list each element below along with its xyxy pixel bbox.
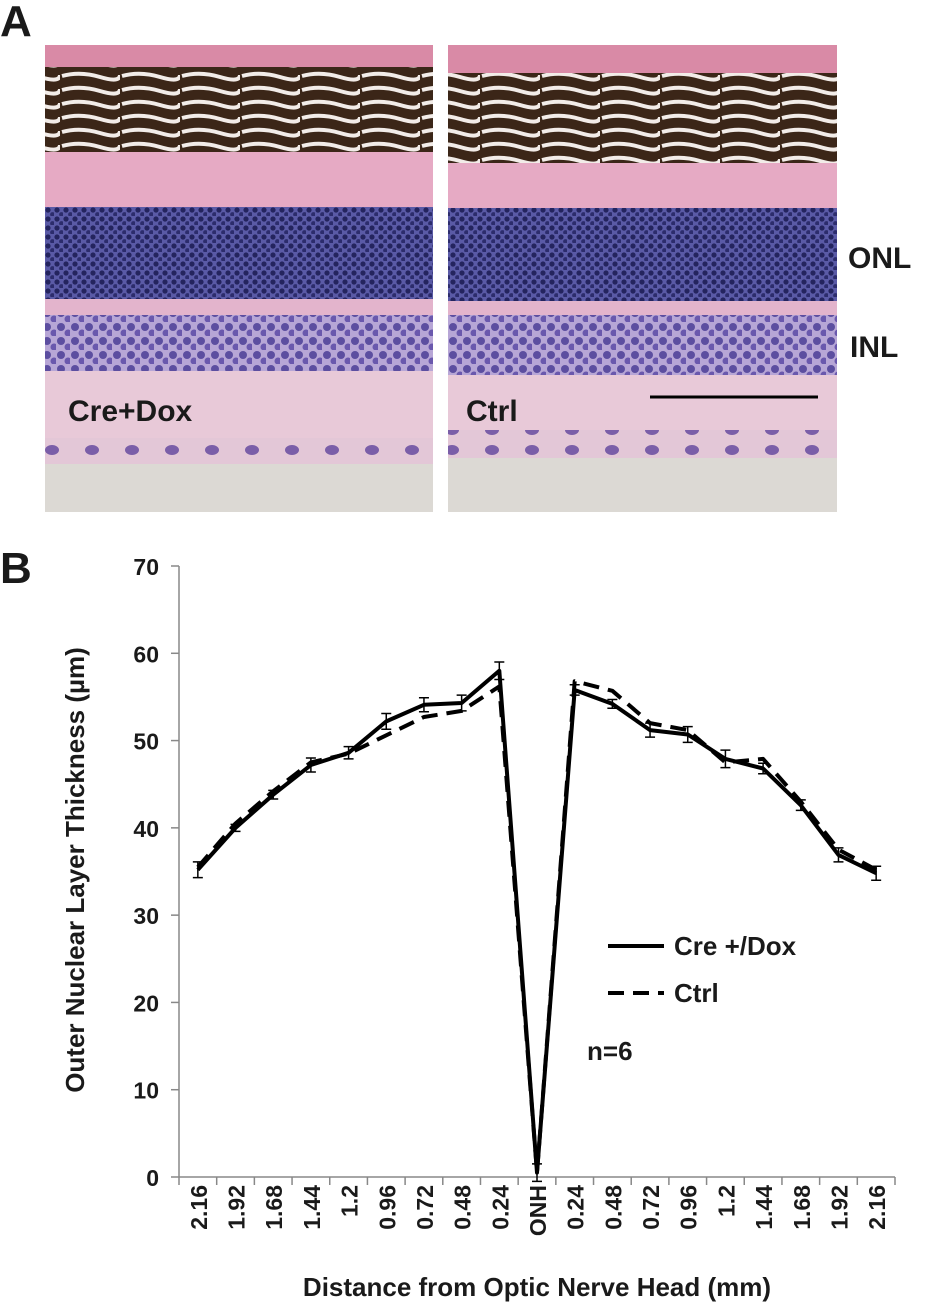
legend-label: Cre +/Dox — [674, 931, 797, 961]
x-tick-label: 0.48 — [600, 1185, 626, 1230]
micrograph-right — [448, 45, 837, 512]
series-line — [196, 679, 878, 1175]
x-tick-label: 0.24 — [563, 1185, 589, 1230]
layer-label: INL — [850, 331, 898, 364]
error-bar — [418, 697, 429, 713]
y-tick-label: 70 — [133, 554, 159, 580]
x-tick-label: 1.68 — [261, 1185, 287, 1230]
x-tick-label: 1.44 — [751, 1185, 777, 1230]
panel-label: B — [0, 544, 32, 593]
error-bar — [343, 745, 354, 760]
x-tick-label: 0.48 — [450, 1185, 476, 1230]
panel-label: A — [0, 0, 32, 46]
x-tick-label: 0.24 — [487, 1185, 513, 1230]
y-tick-label: 0 — [146, 1165, 159, 1191]
x-tick-label: 1.92 — [826, 1185, 852, 1230]
y-tick-label: 30 — [133, 903, 159, 929]
y-tick-label: 10 — [133, 1078, 159, 1104]
annotation: n=6 — [587, 1036, 633, 1066]
x-tick-label: 1.2 — [337, 1185, 363, 1217]
x-tick-label: 1.92 — [224, 1185, 250, 1230]
layer-label: ONL — [848, 242, 911, 275]
x-tick-label: 0.96 — [676, 1185, 702, 1230]
error-bar — [720, 749, 731, 769]
x-tick-label: 2.16 — [186, 1185, 212, 1230]
micrograph-left — [45, 45, 433, 512]
y-tick-label: 40 — [133, 816, 159, 842]
y-axis-label: Outer Nuclear Layer Thickness (µm) — [60, 647, 90, 1093]
x-tick-label: ONH — [525, 1185, 551, 1236]
error-bar — [682, 725, 693, 744]
x-tick-label: 1.2 — [713, 1185, 739, 1217]
error-bar — [833, 847, 844, 863]
x-tick-label: 1.44 — [299, 1185, 325, 1230]
x-tick-label: 1.68 — [789, 1185, 815, 1230]
image-label: Ctrl — [466, 395, 518, 428]
x-tick-label: 0.72 — [412, 1185, 438, 1230]
y-tick-label: 50 — [133, 729, 159, 755]
x-tick-label: 2.16 — [864, 1185, 890, 1230]
image-label: Cre+Dox — [68, 395, 193, 428]
y-tick-label: 60 — [133, 641, 159, 667]
x-axis-label: Distance from Optic Nerve Head (mm) — [303, 1272, 771, 1302]
error-bar — [381, 712, 392, 730]
x-tick-label: 0.72 — [638, 1185, 664, 1230]
error-bar — [607, 698, 618, 710]
legend-label: Ctrl — [674, 978, 719, 1008]
y-tick-label: 20 — [133, 990, 159, 1016]
x-tick-label: 0.96 — [374, 1185, 400, 1230]
series-line — [196, 668, 878, 1175]
error-bar — [494, 661, 505, 681]
